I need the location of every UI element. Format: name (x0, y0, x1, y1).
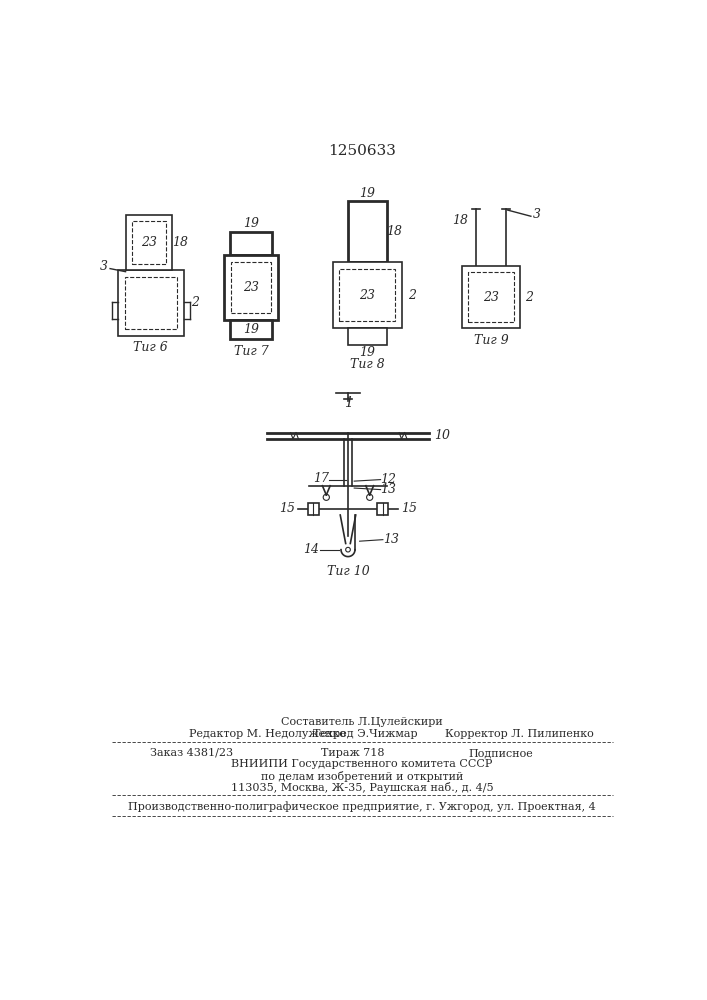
Bar (339, 269, 395, 321)
Text: 23: 23 (359, 289, 375, 302)
Text: 19: 19 (359, 346, 375, 359)
Text: Редактор М. Недолуженко: Редактор М. Недолуженко (189, 729, 346, 739)
Text: ВНИИПИ Государственного комитета СССР: ВНИИПИ Государственного комитета СССР (231, 759, 493, 769)
Text: 2: 2 (407, 289, 416, 302)
Text: 23: 23 (141, 236, 157, 249)
Text: Подписное: Подписное (468, 748, 533, 758)
Text: 18: 18 (387, 225, 402, 238)
Text: 18: 18 (172, 236, 188, 249)
Text: Τиг 7: Τиг 7 (234, 345, 269, 358)
Bar (378, 503, 388, 515)
Text: 19: 19 (243, 217, 259, 230)
Text: Техред Э.Чижмар: Техред Э.Чижмар (313, 729, 418, 739)
Bar (348, 328, 387, 345)
Text: 3: 3 (533, 208, 541, 221)
Text: Корректор Л. Пилипенко: Корректор Л. Пилипенко (445, 729, 594, 739)
Text: 1250633: 1250633 (328, 144, 396, 158)
Text: 14: 14 (303, 543, 319, 556)
Text: 12: 12 (380, 473, 397, 486)
Bar (224, 255, 279, 320)
Text: Заказ 4381/23: Заказ 4381/23 (151, 748, 233, 758)
Bar (332, 262, 402, 328)
Text: Τиг 8: Τиг 8 (350, 358, 385, 371)
Bar (230, 232, 272, 255)
Text: по делам изобретений и открытий: по делам изобретений и открытий (261, 771, 463, 782)
Bar (308, 503, 319, 515)
Text: 1: 1 (344, 396, 352, 410)
Text: 3: 3 (100, 260, 108, 273)
Text: Тираж 718: Тираж 718 (321, 748, 385, 758)
Bar (231, 262, 271, 313)
Text: 15: 15 (279, 502, 295, 515)
Text: Τиг 6: Τиг 6 (134, 341, 168, 354)
Text: 19: 19 (359, 187, 375, 200)
Text: Τиг 10: Τиг 10 (327, 565, 369, 578)
Text: 13: 13 (380, 483, 397, 496)
Bar (468, 272, 514, 322)
Text: 113035, Москва, Ж-35, Раушская наб., д. 4/5: 113035, Москва, Ж-35, Раушская наб., д. … (230, 782, 493, 793)
Text: 18: 18 (452, 214, 468, 227)
Text: Составитель Л.Цулейскири: Составитель Л.Цулейскири (281, 717, 443, 727)
Text: 10: 10 (434, 429, 450, 442)
Bar (118, 270, 184, 336)
Text: 23: 23 (483, 291, 499, 304)
Text: 2: 2 (191, 296, 199, 309)
Text: Производственно-полиграфическое предприятие, г. Ужгород, ул. Проектная, 4: Производственно-полиграфическое предприя… (128, 801, 596, 812)
Bar (230, 320, 272, 339)
Bar (132, 221, 166, 264)
Bar (462, 266, 520, 328)
Text: 23: 23 (243, 281, 259, 294)
Text: Τиг 9: Τиг 9 (474, 334, 508, 347)
Text: 19: 19 (243, 323, 259, 336)
Text: 2: 2 (525, 291, 533, 304)
Text: 15: 15 (402, 502, 417, 515)
Bar (126, 215, 172, 270)
Bar (125, 277, 177, 329)
Text: 13: 13 (382, 533, 399, 546)
Bar (348, 201, 387, 262)
Text: 17: 17 (313, 472, 329, 485)
